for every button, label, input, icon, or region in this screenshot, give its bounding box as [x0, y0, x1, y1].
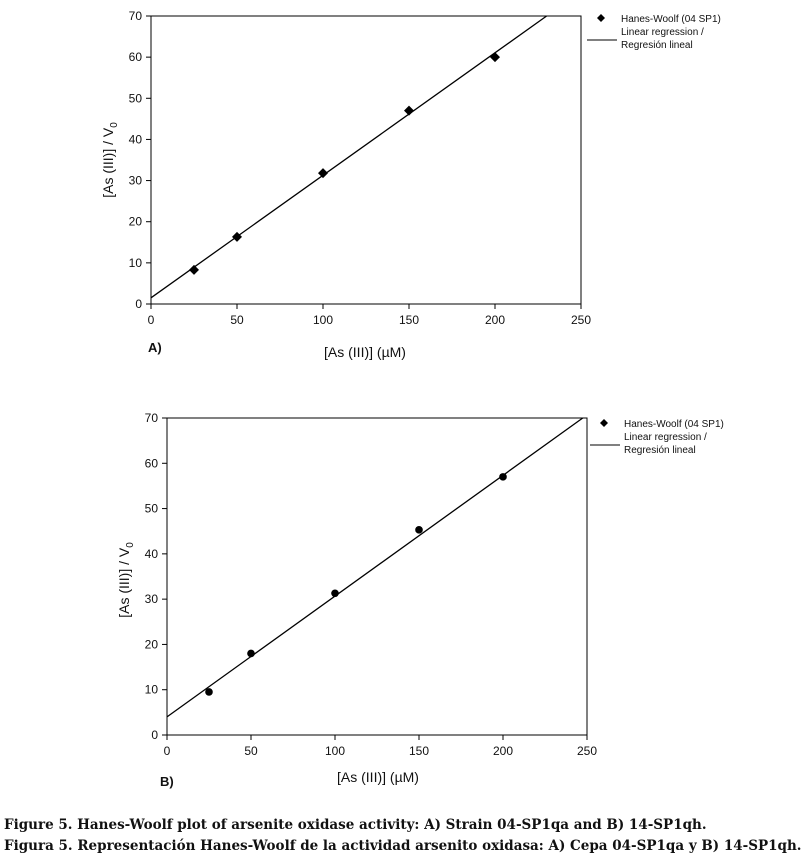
- y-axis-label: [As (III)] / V0: [116, 542, 136, 618]
- y-tick-label: 30: [129, 174, 143, 188]
- y-axis-label-main: [As (III)] / V: [116, 547, 132, 618]
- data-point: [189, 264, 199, 275]
- x-tick-label: 150: [409, 744, 429, 758]
- y-tick-label: 0: [135, 297, 142, 311]
- x-axis-label: [As (III)] (µM): [324, 344, 406, 360]
- legend-marker-icon: [600, 419, 608, 427]
- y-tick-label: 40: [129, 132, 143, 146]
- y-tick-label: 60: [145, 456, 159, 470]
- y-tick-label: 30: [145, 592, 159, 606]
- y-tick-label: 10: [129, 256, 143, 270]
- x-tick-label: 250: [571, 313, 591, 327]
- x-tick-label: 100: [325, 744, 345, 758]
- y-tick-label: 70: [129, 9, 143, 23]
- x-tick-label: 50: [244, 744, 258, 758]
- data-point: [232, 231, 242, 242]
- figure-caption-spanish: Figura 5. Representación Hanes-Woolf de …: [4, 838, 802, 854]
- y-tick-label: 50: [145, 502, 159, 516]
- data-point: [490, 52, 500, 63]
- x-tick-label: 0: [148, 313, 155, 327]
- y-tick-label: 50: [129, 91, 143, 105]
- x-tick-label: 200: [493, 744, 513, 758]
- plot-frame: [150, 15, 582, 305]
- x-tick-label: 50: [230, 313, 244, 327]
- y-tick-label: 70: [145, 411, 159, 425]
- y-axis-label-subscript: 0: [125, 542, 136, 548]
- legend-label-regression: Linear regression /: [624, 432, 707, 443]
- x-axis-label: [As (III)] (µM): [337, 769, 419, 785]
- data-point: [331, 589, 339, 598]
- x-tick-label: 200: [485, 313, 505, 327]
- y-axis-label-main: [As (III)] / V: [100, 127, 116, 198]
- data-point: [404, 105, 414, 116]
- y-axis-label-subscript: 0: [109, 122, 120, 128]
- figure-caption-english: Figure 5. Hanes-Woolf plot of arsenite o…: [4, 817, 707, 833]
- y-tick-label: 60: [129, 50, 143, 64]
- panel-label: A): [148, 340, 162, 355]
- legend-label-series: Hanes-Woolf (04 SP1): [621, 14, 721, 25]
- legend-marker-icon: [597, 14, 605, 22]
- chart-a: A) [As (III)] (µM) [As (III)] / V0 0 50 10…: [100, 9, 721, 360]
- y-axis-label: [As (III)] / V0: [100, 122, 120, 198]
- regression-line: [150, 15, 548, 299]
- x-tick-label: 250: [577, 744, 597, 758]
- y-tick-label: 10: [145, 683, 159, 697]
- x-tick-label: 100: [313, 313, 333, 327]
- legend-label-series: Hanes-Woolf (04 SP1): [624, 419, 724, 430]
- figure-canvas: A) [As (III)] (µM) [As (III)] / V0 0 50 10…: [100, 9, 724, 789]
- y-tick-label: 40: [145, 547, 159, 561]
- plot-frame: [166, 417, 588, 736]
- regression-line: [166, 417, 584, 718]
- legend-label-regression-es: Regresión lineal: [621, 40, 693, 51]
- data-point: [247, 649, 255, 658]
- panel-label: B): [160, 774, 174, 789]
- data-point: [415, 526, 423, 534]
- y-tick-label: 20: [129, 215, 143, 229]
- chart-b: B) [As (III)] (µM) [As (III)] / V0 0 50 10…: [116, 411, 724, 789]
- x-tick-label: 0: [164, 744, 171, 758]
- y-tick-label: 0: [151, 728, 158, 742]
- data-point: [205, 688, 213, 696]
- data-point: [499, 473, 507, 481]
- x-tick-label: 150: [399, 313, 419, 327]
- data-point: [318, 168, 328, 179]
- y-tick-label: 20: [145, 637, 159, 651]
- legend-label-regression-es: Regresión lineal: [624, 445, 696, 456]
- legend-label-regression: Linear regression /: [621, 27, 704, 38]
